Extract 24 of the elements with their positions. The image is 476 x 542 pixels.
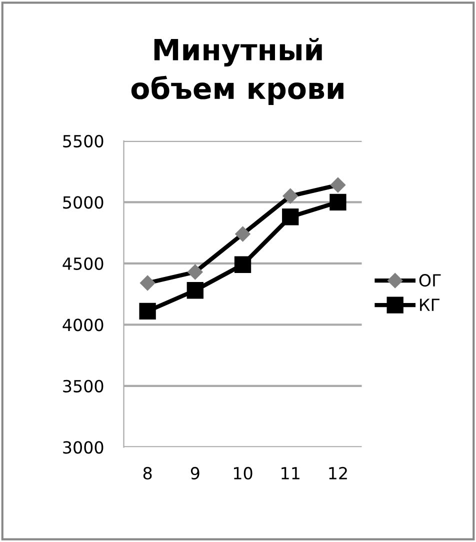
point <box>188 264 203 280</box>
point <box>234 256 252 273</box>
point <box>330 194 346 210</box>
point <box>235 226 250 242</box>
point <box>282 208 299 226</box>
y-tick-label: 3000 <box>63 441 104 454</box>
point <box>282 188 298 204</box>
point <box>139 302 156 320</box>
x-tick-label: 9 <box>190 466 200 480</box>
legend-label: КГ <box>420 298 440 311</box>
legend-label: ОГ <box>419 274 441 287</box>
y-tick-label: 5000 <box>63 196 104 209</box>
y-tick-label: 4500 <box>62 257 104 270</box>
x-tick-label: 12 <box>329 466 347 480</box>
y-tick-label: 3500 <box>63 380 104 392</box>
point <box>140 275 156 291</box>
x-tick-label: 8 <box>143 466 152 480</box>
y-tick-label: 5500 <box>63 134 104 148</box>
x-tick-label: 10 <box>234 466 252 480</box>
point <box>330 177 346 193</box>
chart-title: Минутный объем крови <box>131 38 344 105</box>
x-tick-label: 11 <box>282 467 300 480</box>
point <box>186 282 204 299</box>
y-tick-label: 4000 <box>62 318 104 332</box>
